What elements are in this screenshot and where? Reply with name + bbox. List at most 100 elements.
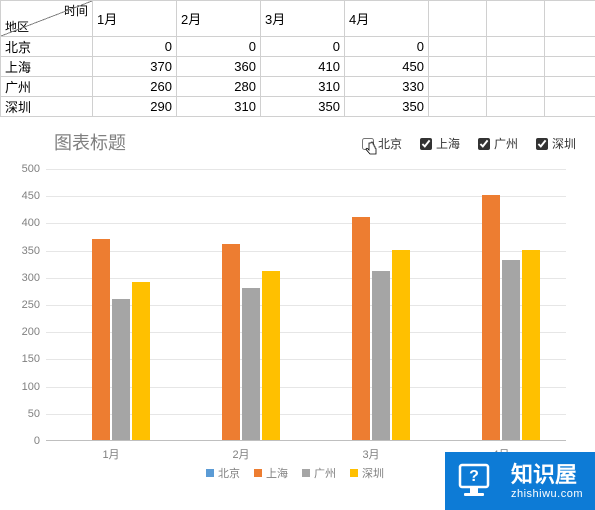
empty-cell [545, 1, 595, 37]
y-tick-label: 50 [28, 408, 40, 420]
row-label: 广州 [1, 77, 93, 97]
cell: 350 [261, 97, 345, 117]
legend-label: 广州 [314, 465, 336, 481]
watermark-icon: ? [445, 452, 503, 510]
bar [92, 239, 110, 440]
legend-label: 深圳 [362, 465, 384, 481]
checkbox-label: 北京 [378, 135, 402, 152]
cell: 0 [177, 37, 261, 57]
table-row: 深圳 290 310 350 350 [1, 97, 595, 117]
empty-cell [487, 1, 545, 37]
y-tick-label: 200 [22, 326, 40, 338]
y-tick-label: 350 [22, 245, 40, 257]
legend-swatch [302, 469, 310, 477]
series-checkbox[interactable]: 北京 [362, 135, 402, 152]
cell: 310 [177, 97, 261, 117]
cell: 290 [93, 97, 177, 117]
table-row: 上海 370 360 410 450 [1, 57, 595, 77]
col-header: 4月 [345, 1, 429, 37]
legend-item: 广州 [302, 465, 336, 481]
bar [222, 244, 240, 440]
bar [352, 217, 370, 440]
bar [372, 271, 390, 440]
legend-item: 深圳 [350, 465, 384, 481]
checkbox-label: 深圳 [552, 135, 576, 152]
checkbox-input[interactable] [420, 138, 432, 150]
x-tick-label: 2月 [232, 446, 249, 462]
legend-swatch [254, 469, 262, 477]
corner-cell: 时间 地区 [1, 1, 93, 37]
y-tick-label: 150 [22, 353, 40, 365]
y-tick-label: 0 [34, 435, 40, 447]
bar [112, 299, 130, 440]
col-header: 1月 [93, 1, 177, 37]
x-tick-label: 1月 [102, 446, 119, 462]
watermark-en: zhishiwu.com [511, 488, 583, 500]
checkbox-input[interactable] [362, 138, 374, 150]
watermark: ? 知识屋 zhishiwu.com [445, 452, 595, 510]
y-tick-label: 450 [22, 190, 40, 202]
series-checkbox[interactable]: 上海 [420, 135, 460, 152]
watermark-text: 知识屋 zhishiwu.com [503, 452, 595, 510]
cell: 350 [345, 97, 429, 117]
corner-top-label: 时间 [64, 2, 88, 19]
cell: 280 [177, 77, 261, 97]
series-filter-legend: 北京 上海 广州 深圳 [362, 135, 576, 152]
chart: 图表标题 北京上海广州深圳 05010015020025030035040045… [10, 129, 580, 489]
cell: 0 [261, 37, 345, 57]
table-row: 北京 0 0 0 0 [1, 37, 595, 57]
cell: 310 [261, 77, 345, 97]
cell: 410 [261, 57, 345, 77]
row-label: 上海 [1, 57, 93, 77]
col-header: 3月 [261, 1, 345, 37]
legend-item: 北京 [206, 465, 240, 481]
cell: 0 [93, 37, 177, 57]
plot-area: 0501001502002503003504004505001月2月3月4月 [46, 169, 566, 441]
legend-label: 上海 [266, 465, 288, 481]
svg-text:?: ? [469, 468, 479, 485]
row-label: 北京 [1, 37, 93, 57]
bar [502, 260, 520, 440]
legend-item: 上海 [254, 465, 288, 481]
col-header: 2月 [177, 1, 261, 37]
empty-cell [429, 1, 487, 37]
checkbox-input[interactable] [478, 138, 490, 150]
bar [132, 282, 150, 440]
series-checkbox[interactable]: 深圳 [536, 135, 576, 152]
bar-group [46, 239, 176, 440]
data-table: 时间 地区 1月 2月 3月 4月 北京 0 0 0 0 上海 370 360 … [0, 0, 595, 117]
checkbox-label: 上海 [436, 135, 460, 152]
series-checkbox[interactable]: 广州 [478, 135, 518, 152]
bar [522, 250, 540, 440]
y-tick-label: 500 [22, 163, 40, 175]
y-tick-label: 300 [22, 272, 40, 284]
corner-bottom-label: 地区 [5, 18, 29, 35]
checkbox-input[interactable] [536, 138, 548, 150]
watermark-cn: 知识屋 [511, 464, 583, 486]
y-tick-label: 250 [22, 299, 40, 311]
cell: 260 [93, 77, 177, 97]
cell: 360 [177, 57, 261, 77]
chart-title: 图表标题 [54, 129, 126, 155]
bar-group [436, 195, 566, 440]
cell: 450 [345, 57, 429, 77]
bar [482, 195, 500, 440]
y-tick-label: 400 [22, 217, 40, 229]
cell: 0 [345, 37, 429, 57]
bar [392, 250, 410, 440]
legend-swatch [206, 469, 214, 477]
x-tick-label: 3月 [362, 446, 379, 462]
bar [242, 288, 260, 440]
gridline [46, 169, 566, 170]
y-tick-label: 100 [22, 381, 40, 393]
cell: 370 [93, 57, 177, 77]
legend-label: 北京 [218, 465, 240, 481]
legend-swatch [350, 469, 358, 477]
cell: 330 [345, 77, 429, 97]
bar-group [306, 217, 436, 440]
table-row: 广州 260 280 310 330 [1, 77, 595, 97]
bar-group [176, 244, 306, 440]
checkbox-label: 广州 [494, 135, 518, 152]
bar [262, 271, 280, 440]
row-label: 深圳 [1, 97, 93, 117]
